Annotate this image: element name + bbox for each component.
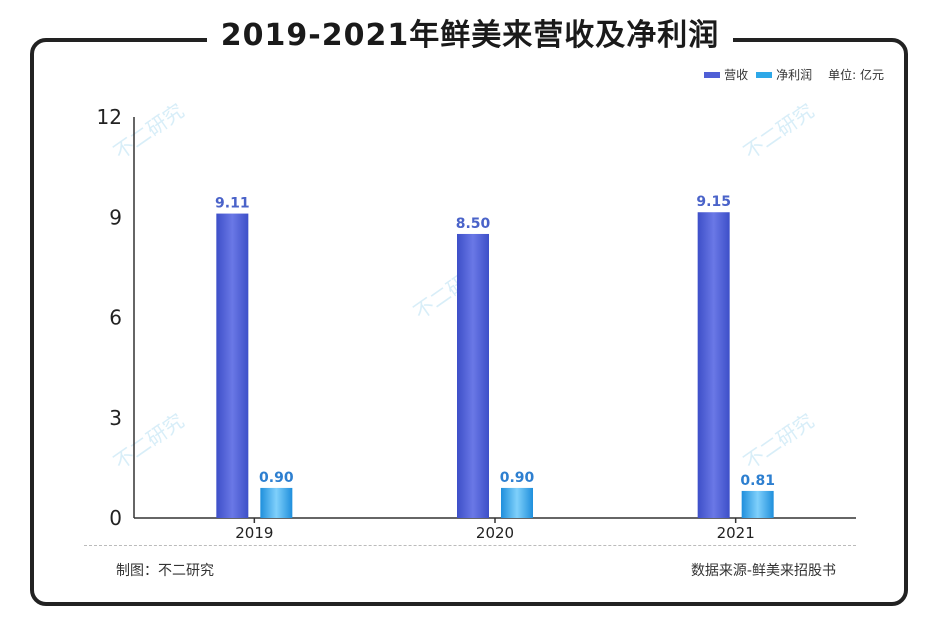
- legend-swatch-profit: [756, 71, 773, 78]
- title-container: 2019-2021年鲜美来营收及净利润: [0, 8, 940, 64]
- data-label-revenue: 9.11: [215, 196, 250, 212]
- y-tick-label: 9: [109, 205, 122, 229]
- bar-revenue: [457, 233, 489, 519]
- watermark-text: 不二研究: [739, 99, 818, 165]
- x-tick-label: 2021: [717, 524, 755, 542]
- legend-label-revenue: 营收: [724, 68, 749, 82]
- y-tick-label: 0: [109, 506, 122, 530]
- y-tick-label: 6: [109, 306, 122, 330]
- data-label-revenue: 8.50: [456, 216, 491, 232]
- bar-profit: [260, 487, 293, 518]
- bar-revenue: [697, 212, 730, 519]
- legend-item-revenue: 营收: [704, 66, 748, 83]
- data-label-revenue: 9.15: [696, 194, 731, 210]
- data-label-profit: 0.90: [500, 470, 535, 486]
- watermark-text: 不二研究: [739, 409, 818, 475]
- legend-label-profit: 净利润: [776, 68, 813, 82]
- data-label-profit: 0.90: [259, 470, 294, 486]
- data-label-profit: 0.81: [740, 473, 775, 489]
- legend-swatch-revenue: [704, 71, 721, 78]
- bar-revenue: [216, 213, 249, 519]
- y-tick-label: 3: [109, 406, 122, 430]
- legend: 营收 净利润 单位: 亿元: [704, 66, 884, 83]
- x-tick-label: 2020: [476, 524, 514, 542]
- unit-label: 单位: 亿元: [828, 68, 884, 82]
- chart-title: 2019-2021年鲜美来营收及净利润: [206, 8, 734, 64]
- x-tick-label: 2019: [235, 524, 273, 542]
- y-tick-label: 12: [97, 105, 122, 129]
- footer-divider: [84, 545, 856, 546]
- bar-profit: [501, 487, 533, 518]
- bar-profit: [741, 490, 774, 518]
- footer-credit: 制图：不二研究: [116, 563, 214, 579]
- legend-item-profit: 净利润: [756, 66, 812, 83]
- footer-source: 数据来源-鲜美来招股书: [690, 563, 836, 579]
